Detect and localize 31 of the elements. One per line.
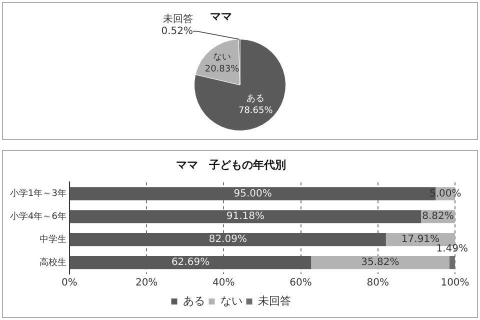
data-label: 95.00% bbox=[234, 188, 272, 200]
data-label: 0.52% bbox=[161, 26, 193, 37]
slice-label: 未回答 bbox=[163, 12, 193, 25]
x-tick-label: 40% bbox=[212, 278, 235, 289]
slice-label: ない bbox=[213, 52, 232, 62]
y-tick-label: 小学4年～6年 bbox=[10, 210, 66, 222]
x-tick-label: 80% bbox=[366, 278, 390, 289]
legend-label: ない bbox=[220, 294, 242, 308]
data-label: 62.69% bbox=[171, 257, 210, 268]
chart-title: ママ 子どもの年代別 bbox=[176, 158, 286, 172]
legend-label: 未回答 bbox=[258, 294, 291, 308]
bar bbox=[449, 256, 455, 270]
data-label: 8.82% bbox=[422, 211, 454, 222]
legend-label: ある bbox=[182, 294, 205, 308]
y-tick-label: 小学1年～3年 bbox=[10, 188, 66, 200]
data-label: 35.82% bbox=[361, 257, 400, 268]
y-tick-label: 中学生 bbox=[39, 234, 66, 245]
data-label: 20.83% bbox=[204, 64, 240, 74]
slice-label: ある bbox=[246, 94, 265, 104]
data-label: 1.49% bbox=[436, 244, 468, 255]
data-label: 17.91% bbox=[401, 234, 440, 246]
x-tick-label: 60% bbox=[290, 278, 312, 289]
y-tick-label: 高校生 bbox=[39, 256, 66, 268]
chart-title: ママ bbox=[210, 10, 232, 23]
x-tick-label: 20% bbox=[135, 278, 158, 289]
data-label: 91.18% bbox=[226, 211, 264, 222]
data-label: 78.65% bbox=[238, 106, 274, 116]
x-tick-label: 0% bbox=[62, 278, 78, 289]
x-tick-label: 100% bbox=[440, 278, 470, 289]
data-label: 82.09% bbox=[208, 234, 247, 246]
bar bbox=[311, 256, 450, 270]
